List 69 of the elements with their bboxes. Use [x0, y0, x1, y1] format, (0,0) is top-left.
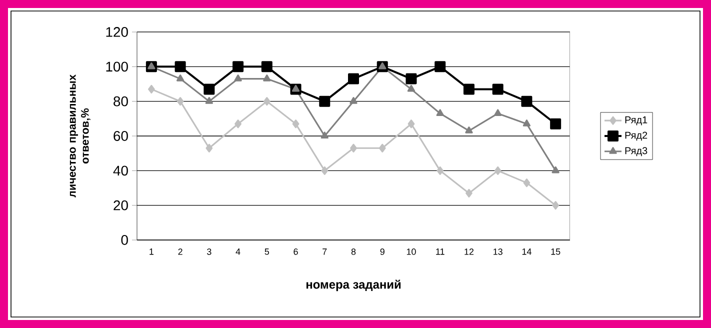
point [492, 84, 504, 95]
point [234, 120, 242, 128]
point [292, 84, 300, 92]
point [378, 62, 386, 70]
x-axis-title: номера заданий [306, 280, 401, 292]
point [321, 166, 328, 175]
point [206, 144, 213, 152]
point [350, 97, 358, 104]
legend-label: Ряд2 [625, 132, 648, 141]
x-tick-label: 3 [207, 248, 212, 255]
point [348, 73, 360, 84]
point [552, 201, 560, 210]
point [494, 166, 502, 175]
point [234, 74, 242, 82]
point [350, 144, 357, 152]
point [319, 96, 330, 107]
x-tick-label: 1 [150, 248, 154, 255]
x-tick-label: 10 [406, 248, 416, 255]
point [550, 118, 562, 130]
x-tick-label: 8 [351, 248, 356, 255]
point [261, 61, 272, 72]
point [263, 97, 270, 106]
y-axis-title: личество правильных ответов,% [70, 74, 90, 198]
point [521, 96, 532, 107]
point [148, 62, 156, 70]
point [176, 74, 184, 82]
x-tick-label: 5 [264, 248, 270, 255]
x-tick-label: 14 [522, 248, 532, 255]
x-tick-label: 12 [464, 248, 474, 255]
y-tick-label: 40 [113, 166, 128, 176]
point [204, 84, 215, 95]
point [148, 84, 155, 94]
point [466, 188, 472, 198]
x-tick-label: 13 [494, 248, 502, 255]
y-tick-label: 100 [106, 62, 128, 72]
point [174, 61, 186, 72]
point [408, 120, 415, 128]
point [378, 144, 386, 152]
point [465, 126, 473, 134]
point [436, 109, 444, 116]
point [263, 74, 271, 82]
point [292, 120, 300, 128]
x-tick-label: 4 [236, 248, 240, 255]
y-tick-label: 80 [114, 96, 128, 106]
point [434, 61, 446, 72]
point [494, 109, 502, 116]
point [320, 132, 328, 139]
y-tick-label: 0 [121, 235, 128, 245]
legend-label: Ряд3 [625, 147, 648, 156]
point [436, 166, 444, 175]
legend-label: Ряд1 [625, 116, 648, 126]
x-tick-label: 7 [322, 248, 327, 255]
point [522, 120, 531, 126]
x-tick-label: 11 [436, 248, 444, 255]
y-tick-label: 60 [114, 131, 128, 141]
point [176, 97, 184, 106]
point [407, 84, 416, 92]
point [552, 166, 560, 174]
point [205, 97, 214, 104]
point [523, 178, 530, 188]
y-tick-label: 20 [114, 200, 128, 210]
point [406, 73, 417, 84]
x-tick-label: 6 [294, 248, 298, 255]
x-tick-label: 9 [380, 248, 384, 255]
point [463, 84, 474, 95]
point [232, 61, 244, 72]
x-tick-label: 2 [178, 248, 182, 255]
x-tick-label: 15 [551, 248, 560, 255]
y-tick-label: 120 [106, 27, 128, 37]
